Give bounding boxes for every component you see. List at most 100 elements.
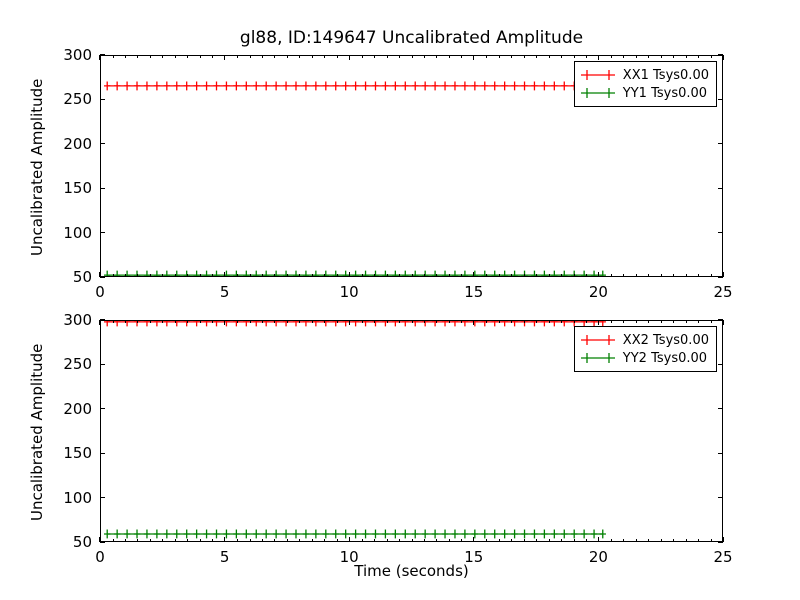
x-minor-tick bbox=[436, 539, 438, 542]
x-minor-tick bbox=[548, 539, 550, 542]
x-tick-label: 0 bbox=[95, 548, 105, 566]
x-minor-tick bbox=[448, 539, 450, 542]
x-minor-tick bbox=[411, 320, 413, 323]
x-minor-tick bbox=[623, 274, 625, 277]
x-tick bbox=[597, 320, 600, 325]
x-minor-tick bbox=[124, 539, 126, 542]
x-minor-tick bbox=[523, 539, 525, 542]
legend-line-marker-icon-yy1 bbox=[580, 86, 616, 100]
bottom-series-canvas bbox=[104, 321, 606, 539]
y-tick-label: 150 bbox=[63, 179, 92, 198]
y-tick-label: 100 bbox=[63, 488, 92, 507]
x-minor-tick bbox=[548, 55, 550, 58]
y-tick bbox=[100, 276, 105, 278]
x-minor-tick bbox=[635, 274, 637, 277]
x-tick-label: 25 bbox=[713, 548, 733, 566]
x-minor-tick bbox=[137, 55, 139, 58]
bottom-subplot-axes: XX2 Tsys0.00 YY2 Tsys0.00 bbox=[100, 320, 723, 542]
x-minor-tick bbox=[374, 55, 376, 58]
x-minor-tick bbox=[386, 274, 388, 277]
x-minor-tick bbox=[112, 320, 114, 323]
x-minor-tick bbox=[336, 55, 338, 58]
x-tick bbox=[223, 537, 226, 542]
y-tick bbox=[718, 496, 723, 499]
x-minor-tick bbox=[249, 274, 251, 277]
y-tick bbox=[718, 231, 723, 234]
x-minor-tick bbox=[486, 274, 488, 277]
x-tick-label: 5 bbox=[219, 283, 230, 301]
x-minor-tick bbox=[710, 320, 712, 323]
x-tick bbox=[348, 320, 350, 325]
x-minor-tick bbox=[685, 274, 687, 277]
x-minor-tick bbox=[399, 320, 400, 323]
x-minor-tick bbox=[660, 55, 662, 58]
x-minor-tick bbox=[336, 320, 338, 323]
x-minor-tick bbox=[561, 274, 562, 277]
x-minor-tick bbox=[461, 539, 463, 542]
x-minor-tick bbox=[660, 539, 662, 542]
y-tick bbox=[718, 187, 723, 189]
x-minor-tick bbox=[361, 539, 363, 542]
x-minor-tick bbox=[673, 55, 675, 58]
x-minor-tick bbox=[124, 55, 126, 58]
x-tick bbox=[348, 272, 350, 277]
x-minor-tick bbox=[162, 55, 164, 58]
x-minor-tick bbox=[486, 539, 488, 542]
x-minor-tick bbox=[523, 274, 525, 277]
x-tick-label: 10 bbox=[339, 283, 359, 301]
x-minor-tick bbox=[710, 539, 712, 542]
y-tick bbox=[718, 452, 723, 454]
x-minor-tick bbox=[237, 320, 239, 323]
y-tick bbox=[718, 276, 723, 278]
x-minor-tick bbox=[623, 320, 625, 323]
legend-entry-yy2: YY2 Tsys0.00 bbox=[580, 349, 709, 367]
x-axis-label: Time (seconds) bbox=[354, 562, 469, 580]
y-tick bbox=[718, 98, 723, 101]
x-minor-tick bbox=[112, 274, 114, 277]
y-tick bbox=[100, 363, 105, 366]
x-minor-tick bbox=[399, 539, 400, 542]
legend-line-marker-icon-yy2 bbox=[580, 351, 616, 365]
y-axis-label-bottom: Uncalibrated Amplitude bbox=[28, 343, 46, 521]
x-minor-tick bbox=[424, 55, 425, 58]
x-minor-tick bbox=[299, 320, 301, 323]
x-tick-label: 10 bbox=[339, 548, 359, 566]
x-minor-tick bbox=[685, 55, 687, 58]
x-minor-tick bbox=[324, 55, 326, 58]
x-minor-tick bbox=[249, 539, 251, 542]
x-minor-tick bbox=[286, 539, 288, 542]
x-minor-tick bbox=[212, 539, 214, 542]
x-minor-tick bbox=[511, 539, 513, 542]
y-tick bbox=[100, 231, 105, 234]
x-minor-tick bbox=[212, 55, 214, 58]
y-tick bbox=[100, 452, 105, 454]
x-tick-label: 15 bbox=[464, 548, 484, 566]
top-plot-area bbox=[101, 56, 722, 276]
x-minor-tick bbox=[610, 55, 612, 58]
x-minor-tick bbox=[585, 539, 587, 542]
x-minor-tick bbox=[610, 539, 612, 542]
x-minor-tick bbox=[187, 274, 189, 277]
x-minor-tick bbox=[461, 320, 463, 323]
x-tick-label: 15 bbox=[464, 283, 484, 301]
x-tick bbox=[473, 320, 475, 325]
top-legend: XX1 Tsys0.00 YY1 Tsys0.00 bbox=[573, 61, 717, 107]
x-minor-tick bbox=[336, 539, 338, 542]
y-tick bbox=[718, 363, 723, 366]
x-minor-tick bbox=[274, 539, 276, 542]
x-minor-tick bbox=[573, 55, 575, 58]
x-minor-tick bbox=[461, 274, 463, 277]
y-tick bbox=[718, 143, 723, 145]
x-minor-tick bbox=[374, 539, 376, 542]
x-minor-tick bbox=[511, 274, 513, 277]
y-tick-label: 100 bbox=[63, 223, 92, 242]
x-minor-tick bbox=[698, 55, 700, 58]
x-minor-tick bbox=[660, 320, 662, 323]
y-tick bbox=[718, 541, 723, 543]
legend-line-marker-icon-xx2 bbox=[580, 333, 616, 347]
x-minor-tick bbox=[149, 539, 151, 542]
x-minor-tick bbox=[548, 274, 550, 277]
x-minor-tick bbox=[324, 274, 326, 277]
x-minor-tick bbox=[486, 55, 488, 58]
x-minor-tick bbox=[436, 320, 438, 323]
